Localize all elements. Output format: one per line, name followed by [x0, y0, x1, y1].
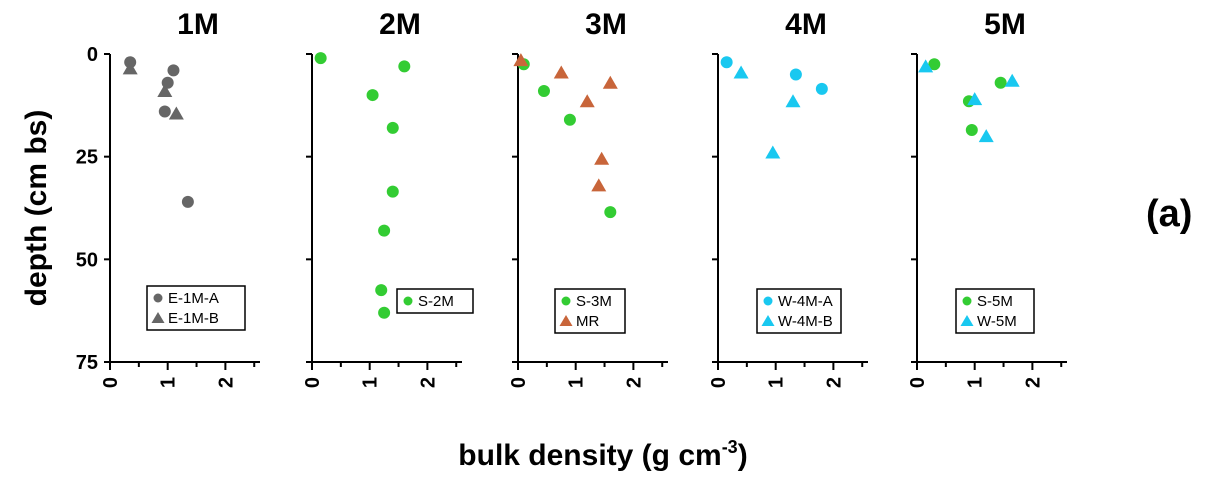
legend-marker [962, 296, 972, 306]
data-point-E-1M-A [158, 105, 171, 118]
legend-label: S-2M [418, 293, 454, 310]
x-tick-label: 1 [566, 377, 588, 388]
data-point-S-2M [398, 60, 411, 73]
data-point-E-1M-A [167, 64, 180, 77]
data-point-S-3M [537, 84, 550, 97]
legend-marker [561, 296, 571, 306]
panel-3: 3M 0 1 2 S-3M MR [508, 8, 668, 388]
legend: S-2M [396, 288, 474, 314]
data-point-S-5M [928, 58, 941, 71]
data-point-MR [602, 75, 618, 89]
data-point-MR [594, 151, 610, 165]
legend-label: MR [576, 313, 599, 330]
data-point-E-1M-B [122, 61, 138, 75]
legend-label: S-5M [977, 293, 1013, 310]
legend-marker [559, 315, 573, 326]
data-point-W-5M [978, 129, 994, 143]
data-point-E-1M-A [181, 195, 194, 208]
data-point-W-4M-B [733, 65, 749, 79]
panel-title: 4M [785, 8, 827, 41]
legend-marker [761, 315, 775, 326]
x-axis-title: bulk density (g cm-3) [458, 437, 747, 472]
x-tick-label: 2 [823, 377, 845, 388]
y-tick-label: 0 [87, 44, 98, 66]
y-axis-title: depth (cm bs) [20, 110, 53, 307]
data-point-W-4M-B [765, 145, 781, 159]
x-tick-label: 2 [417, 377, 439, 388]
data-point-S-2M [386, 185, 399, 198]
data-point-W-5M [967, 92, 983, 106]
data-point-W-5M [918, 59, 934, 73]
legend: W-4M-A W-4M-B [756, 288, 842, 334]
data-point-W-4M-A [720, 56, 733, 69]
data-point-S-5M [965, 123, 978, 136]
legend: S-5M W-5M [955, 288, 1035, 334]
legend-marker [153, 293, 163, 303]
legend: S-3M MR [554, 288, 626, 334]
x-tick-label: 2 [623, 377, 645, 388]
legend-label: W-4M-B [778, 313, 833, 330]
data-point-MR [591, 178, 607, 192]
data-point-MR [513, 53, 529, 67]
panel-title: 5M [984, 8, 1026, 41]
panel-title: 3M [585, 8, 627, 41]
data-point-E-1M-B [157, 83, 173, 97]
x-tick-label: 1 [360, 377, 382, 388]
data-point-S-2M [378, 306, 391, 319]
data-point-MR [553, 65, 569, 79]
legend-marker [763, 296, 773, 306]
y-tick-label: 75 [76, 352, 98, 374]
data-point-S-3M [563, 113, 576, 126]
data-point-E-1M-B [168, 106, 184, 120]
data-point-MR [579, 94, 595, 108]
legend-label: E-1M-A [168, 290, 219, 307]
legend-marker [403, 296, 413, 306]
data-point-W-4M-B [785, 94, 801, 108]
x-axis-title-main: bulk density (g cm [458, 439, 721, 472]
data-point-S-2M [314, 52, 327, 65]
data-point-S-2M [375, 284, 388, 297]
x-axis-title-close: ) [738, 439, 748, 472]
x-tick-label: 0 [302, 377, 324, 388]
x-tick-label: 1 [158, 377, 180, 388]
x-tick-label: 0 [100, 377, 122, 388]
legend-label: S-3M [576, 293, 612, 310]
panel-4: 4M 0 1 2 W-4M-A W-4M-B [708, 8, 868, 388]
data-point-S-2M [378, 224, 391, 237]
x-tick-label: 0 [708, 377, 730, 388]
data-point-S-5M [994, 76, 1007, 89]
data-point-W-5M [1004, 73, 1020, 87]
legend-marker [151, 312, 165, 323]
legend: E-1M-A E-1M-B [146, 285, 246, 331]
panel-2: 2M 0 1 2 S-2M [302, 8, 474, 388]
data-point-W-4M-A [789, 68, 802, 81]
legend-label: W-5M [977, 313, 1017, 330]
x-tick-label: 2 [1022, 377, 1044, 388]
data-point-S-2M [366, 89, 379, 102]
x-tick-label: 1 [965, 377, 987, 388]
panel-tag: (a) [1146, 193, 1192, 235]
x-tick-label: 1 [766, 377, 788, 388]
x-tick-label: 0 [508, 377, 530, 388]
y-tick-label: 25 [76, 147, 98, 169]
legend-label: W-4M-A [778, 293, 833, 310]
x-tick-label: 0 [907, 377, 929, 388]
data-point-S-3M [604, 206, 617, 219]
x-axis-title-superscript: -3 [722, 437, 738, 457]
legend-label: E-1M-B [168, 310, 219, 327]
data-point-W-4M-A [815, 82, 828, 95]
y-tick-label: 50 [76, 249, 98, 271]
panel-title: 1M [177, 8, 219, 41]
legend-box [396, 288, 474, 314]
panel-5: 5M 0 1 2 S-5M W-5M [907, 8, 1067, 388]
panel-title: 2M [379, 8, 421, 41]
legend-marker [960, 315, 974, 326]
data-point-S-2M [386, 121, 399, 134]
x-tick-label: 2 [215, 377, 237, 388]
